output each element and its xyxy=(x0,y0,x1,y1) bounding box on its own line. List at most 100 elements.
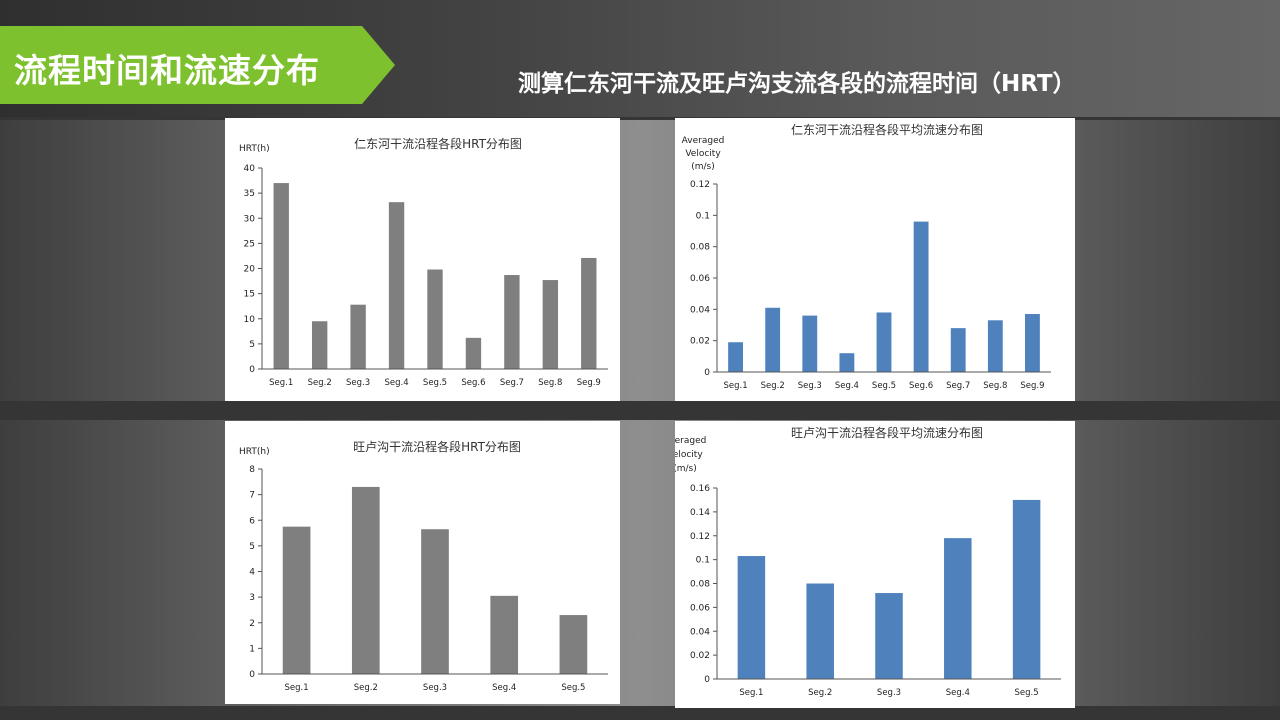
x-tick-label: Seg.3 xyxy=(346,378,370,388)
bar-seg2 xyxy=(311,321,328,369)
x-tick-label: Seg.4 xyxy=(384,378,408,388)
x-tick-label: Seg.1 xyxy=(285,683,309,693)
chart-panel-2: 仁东河干流沿程各段平均流速分布图 Averaged Velocity (m/s) 0 0.… xyxy=(675,118,1075,401)
x-tick-label: Seg.8 xyxy=(538,378,562,388)
x-tick-label: Seg.2 xyxy=(354,683,378,693)
y-tick-label: 0.1 xyxy=(696,556,710,566)
x-tick-label: Seg.2 xyxy=(308,378,332,388)
y-tick-label: 7 xyxy=(249,491,255,501)
bar-seg6 xyxy=(465,337,482,369)
y-axis-label: Velocity xyxy=(685,149,721,159)
chart-title: 旺卢沟干流沿程各段HRT分布图 xyxy=(353,439,521,454)
bar-seg3 xyxy=(875,593,903,679)
y-tick-label: 20 xyxy=(244,265,256,275)
y-tick-label: 0.12 xyxy=(690,532,710,542)
x-tick-label: Seg.5 xyxy=(1015,688,1039,698)
y-tick-label: 2 xyxy=(249,619,255,629)
chart-panel-3: 旺卢沟干流沿程各段HRT分布图 HRT(h) 0 1 2 3 4 5 6 7 8 Seg.1 Seg.2… xyxy=(225,421,620,704)
x-tick-label: Seg.9 xyxy=(1020,381,1044,391)
title-banner xyxy=(0,26,395,104)
y-tick-label: 10 xyxy=(244,315,256,325)
divider-top xyxy=(0,117,1280,120)
y-tick-label: 15 xyxy=(244,290,255,300)
y-tick-label: 0.12 xyxy=(690,180,710,190)
x-tick-label: Seg.5 xyxy=(423,378,447,388)
bar-seg2 xyxy=(806,583,834,679)
y-tick-label: 0 xyxy=(704,675,710,685)
bar-seg8 xyxy=(542,280,559,369)
x-tick-label: Seg.1 xyxy=(723,381,747,391)
x-tick-label: Seg.1 xyxy=(739,688,763,698)
bar-seg4 xyxy=(388,202,405,369)
x-tick-label: Seg.4 xyxy=(492,683,516,693)
y-tick-label: 0.08 xyxy=(690,243,710,253)
bar-seg5 xyxy=(1012,499,1041,679)
bar-seg3 xyxy=(350,304,366,369)
y-tick-label: 25 xyxy=(244,239,255,249)
bar-seg3 xyxy=(421,529,449,674)
y-tick-label: 5 xyxy=(249,340,255,350)
y-tick-label: 0 xyxy=(704,368,710,378)
bar-seg9 xyxy=(1025,314,1040,372)
y-tick-label: 0.04 xyxy=(690,305,710,315)
hrt-chart-wanglugou: 旺卢沟干流沿程各段HRT分布图 HRT(h) 0 1 2 3 4 5 6 7 8 Seg.1 Seg.2… xyxy=(239,439,608,693)
x-tick-label: Seg.6 xyxy=(461,378,485,388)
x-tick-label: Seg.7 xyxy=(500,378,524,388)
chart-title: 旺卢沟干流沿程各段平均流速分布图 xyxy=(791,425,983,440)
bar-seg1 xyxy=(282,526,311,674)
x-tick-label: Seg.7 xyxy=(946,381,970,391)
velocity-chart-wanglugou: 旺卢沟干流沿程各段平均流速分布图 Averaged Velocity (m/s) 0 0.… xyxy=(675,425,1061,698)
x-tick-label: Seg.6 xyxy=(909,381,933,391)
slide-subtitle: 测算仁东河干流及旺卢沟支流各段的流程时间（HRT） xyxy=(518,71,1076,97)
divider-bottom xyxy=(0,706,1280,720)
y-tick-label: 5 xyxy=(249,542,255,552)
y-tick-label: 0.06 xyxy=(690,603,710,613)
y-axis-label: Averaged xyxy=(682,136,725,146)
bar-seg1 xyxy=(737,556,766,679)
velocity-chart-rendong: 仁东河干流沿程各段平均流速分布图 Averaged Velocity (m/s) 0 0.… xyxy=(682,122,1051,391)
x-tick-label: Seg.5 xyxy=(872,381,896,391)
bar-seg3 xyxy=(802,315,818,372)
y-tick-label: 0 xyxy=(249,365,255,375)
bar-seg5 xyxy=(559,615,588,674)
y-tick-label: 30 xyxy=(244,214,256,224)
y-tick-label: 0.08 xyxy=(690,580,710,590)
bar-seg9 xyxy=(581,257,597,369)
bar-seg5 xyxy=(876,312,892,372)
y-tick-label: 0.02 xyxy=(690,651,710,661)
y-axis-label: Velocity xyxy=(675,450,703,460)
bar-seg6 xyxy=(913,221,929,372)
y-axis-label: (m/s) xyxy=(691,162,715,172)
x-tick-label: Seg.9 xyxy=(577,378,601,388)
chart-title: 仁东河干流沿程各段HRT分布图 xyxy=(354,136,522,151)
y-axis-label: HRT(h) xyxy=(239,447,270,457)
chart-panel-4: 旺卢沟干流沿程各段平均流速分布图 Averaged Velocity (m/s) 0 0.… xyxy=(675,421,1075,708)
bar-seg4 xyxy=(490,595,519,674)
y-tick-label: 0.14 xyxy=(690,508,710,518)
x-tick-label: Seg.3 xyxy=(798,381,822,391)
x-tick-label: Seg.3 xyxy=(877,688,901,698)
x-tick-label: Seg.8 xyxy=(983,381,1007,391)
y-tick-label: 0.16 xyxy=(690,484,710,494)
y-tick-label: 0.1 xyxy=(696,211,710,221)
chart-panel-1: 仁东河干流沿程各段HRT分布图 HRT(h) 0 5 10 15 20 25 30 35 40 Seg… xyxy=(225,118,620,401)
y-tick-label: 0.06 xyxy=(690,274,710,284)
x-tick-label: Seg.1 xyxy=(269,378,293,388)
x-tick-label: Seg.4 xyxy=(946,688,970,698)
bar-seg1 xyxy=(728,342,743,372)
y-axis-label: HRT(h) xyxy=(239,144,270,154)
x-tick-label: Seg.2 xyxy=(761,381,785,391)
hrt-chart-rendong: 仁东河干流沿程各段HRT分布图 HRT(h) 0 5 10 15 20 25 30 35 40 Seg… xyxy=(239,136,608,388)
banner-title: 流程时间和流速分布 xyxy=(14,51,320,90)
x-tick-label: Seg.3 xyxy=(423,683,447,693)
y-axis-label: (m/s) xyxy=(675,464,697,474)
x-tick-label: Seg.5 xyxy=(561,683,585,693)
y-tick-label: 0 xyxy=(249,670,255,680)
y-tick-label: 40 xyxy=(244,164,256,174)
bar-seg7 xyxy=(950,328,966,372)
y-tick-label: 0.04 xyxy=(690,627,710,637)
y-axis-label: Averaged xyxy=(675,436,706,446)
bar-seg1 xyxy=(273,183,289,369)
bar-seg2 xyxy=(765,307,781,372)
bar-seg4 xyxy=(944,538,972,679)
